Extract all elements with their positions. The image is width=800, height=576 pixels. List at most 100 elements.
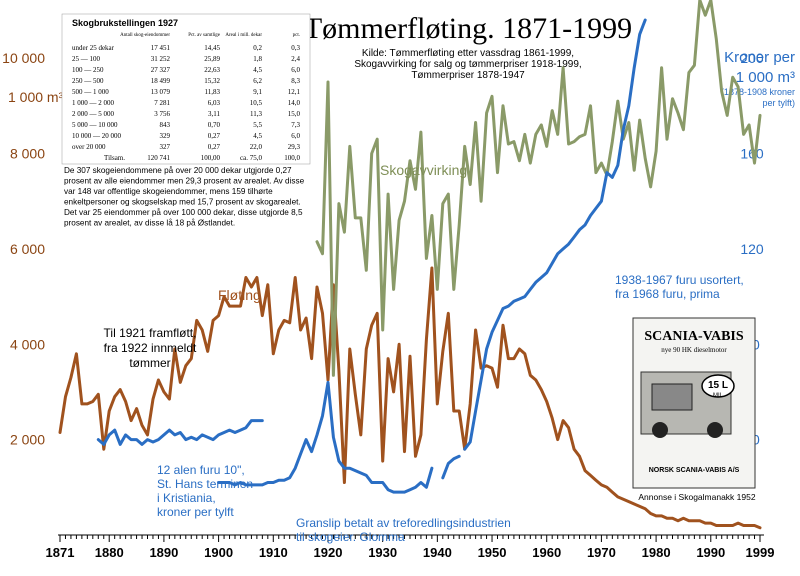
inset-table-cell: 4,5 bbox=[253, 132, 262, 140]
inset-table-cell: 3 756 bbox=[154, 110, 170, 118]
inset-table-cell: 2,4 bbox=[291, 55, 300, 63]
label-fraflott-2: fra 1922 innmeldt bbox=[104, 341, 197, 355]
inset-table-cell: 10 000 — 20 000 bbox=[72, 132, 122, 140]
inset-table-cell: 329 bbox=[160, 132, 171, 140]
inset-table-cell: 0,3 bbox=[291, 44, 300, 52]
inset-table-note: De 307 skogeiendommene på over 20 000 de… bbox=[64, 165, 305, 228]
inset-table-cell: 29,3 bbox=[288, 143, 301, 151]
x-tick-label: 1990 bbox=[696, 545, 725, 560]
ad-line1: nye 90 HK dieselmotor bbox=[661, 346, 727, 354]
inset-table-cell: 27 327 bbox=[151, 66, 171, 74]
inset-table-cell: 327 bbox=[160, 143, 171, 151]
ad-badge bbox=[701, 374, 735, 398]
label-furu-1: 12 alen furu 10", bbox=[157, 463, 245, 477]
inset-table-cell: 5 000 — 10 000 bbox=[72, 121, 118, 129]
label-prices-2: fra 1968 furu, prima bbox=[615, 287, 720, 301]
label-furu-2: St. Hans terminen bbox=[157, 477, 253, 491]
right-axis-note: (1878-1908 kroner bbox=[721, 87, 795, 97]
inset-table-cell: 17 451 bbox=[151, 44, 171, 52]
left-tick-label: 10 000 bbox=[2, 50, 45, 66]
left-tick-label: 4 000 bbox=[10, 336, 45, 352]
x-tick-label: 1900 bbox=[204, 545, 233, 560]
inset-table-cell: 0,27 bbox=[208, 132, 221, 140]
inset-table-cell: 250 — 500 bbox=[72, 77, 104, 85]
inset-table-cell: under 25 dekar bbox=[72, 44, 115, 52]
inset-table-cell: 18 499 bbox=[151, 77, 171, 85]
label-furu-4: kroner per tylft bbox=[157, 505, 234, 519]
inset-table-cell: 12,1 bbox=[288, 88, 301, 96]
inset-table-cell: 6,2 bbox=[253, 77, 262, 85]
inset-table-cell: 15,0 bbox=[288, 110, 301, 118]
truck-wheel bbox=[652, 422, 668, 438]
inset-table-cell: 25,89 bbox=[204, 55, 220, 63]
right-tick-label: 120 bbox=[740, 241, 764, 257]
x-tick-label: 1930 bbox=[368, 545, 397, 560]
right-axis-note-2: per tylft) bbox=[762, 98, 795, 108]
label-fraflott-1: Til 1921 framfløtt, bbox=[104, 326, 197, 340]
series-line-5 bbox=[463, 18, 647, 451]
series-lines bbox=[58, 0, 762, 530]
right-axis-unit: Kroner per bbox=[724, 49, 795, 66]
inset-table-cell: 13 079 bbox=[151, 88, 171, 96]
inset-table-cell: 7,3 bbox=[291, 121, 300, 129]
series-line-1 bbox=[315, 0, 762, 377]
inset-table-cell: 31 252 bbox=[151, 55, 171, 63]
inset-table-cell: 6,03 bbox=[208, 99, 221, 107]
inset-table-total: Tilsam. bbox=[104, 154, 125, 162]
left-tick-label: 8 000 bbox=[10, 146, 45, 162]
inset-table-cell: 2 000 — 5 000 bbox=[72, 110, 115, 118]
inset-table-title: Skogbrukstellingen 1927 bbox=[72, 18, 178, 28]
x-tick-label: 1980 bbox=[642, 545, 671, 560]
inset-table: Skogbrukstellingen 1927 Antall skog-eiend… bbox=[61, 13, 311, 228]
inset-table-cell: 0,70 bbox=[208, 121, 221, 129]
ad-badge-sub: MIL bbox=[713, 393, 724, 399]
inset-table-cell: 11,3 bbox=[250, 110, 262, 118]
inset-table-cell: 7 281 bbox=[154, 99, 170, 107]
inset-table-cell: 6,0 bbox=[291, 66, 300, 74]
inset-table-cell: 14,45 bbox=[204, 44, 220, 52]
inset-table-total: 100,00 bbox=[201, 154, 221, 162]
inset-table-cell: 3,11 bbox=[208, 110, 220, 118]
label-fraflott-3: tømmer bbox=[129, 356, 170, 370]
truck-cab bbox=[651, 383, 693, 411]
source-line: Skogavvirking for salg og tømmerpriser 1… bbox=[354, 59, 581, 70]
left-tick-label: 6 000 bbox=[10, 241, 45, 257]
right-axis-unit-2: 1 000 m³ bbox=[736, 69, 795, 86]
left-axis-unit: 1 000 m³ bbox=[8, 89, 64, 105]
left-tick-label: 2 000 bbox=[10, 432, 45, 448]
inset-table-cell: 5,5 bbox=[253, 121, 262, 129]
inset-table-cell: 1,8 bbox=[253, 55, 262, 63]
right-tick-label: 200 bbox=[740, 50, 764, 66]
inset-table-header: pct. bbox=[293, 33, 300, 38]
inset-table-total: 100,0 bbox=[284, 154, 300, 162]
inset-table-cell: 8,3 bbox=[291, 77, 300, 85]
x-tick-label: 1960 bbox=[532, 545, 561, 560]
inset-table-total: 120 741 bbox=[147, 154, 170, 162]
label-granslip-2: til skogeier. Glomma bbox=[296, 530, 405, 544]
ad-badge-text: 15 L bbox=[708, 380, 728, 391]
inset-table-cell: 22,0 bbox=[250, 143, 263, 151]
x-tick-label: 1871 bbox=[46, 545, 75, 560]
ad-brand: SCANIA-VABIS bbox=[644, 329, 744, 344]
inset-table-cell: 9,1 bbox=[253, 88, 262, 96]
label-furu-3: i Kristiania, bbox=[157, 491, 216, 505]
inset-table-cell: 0,27 bbox=[208, 143, 221, 151]
inset-table-cell: 11,83 bbox=[205, 88, 221, 96]
inset-table-cell: 6,0 bbox=[291, 132, 300, 140]
inset-table-cell: 10,5 bbox=[250, 99, 263, 107]
inset-table-cell: 843 bbox=[160, 121, 171, 129]
chart-title: Tømmerfløting. 1871-1999 bbox=[304, 12, 632, 45]
x-tick-label: 1970 bbox=[587, 545, 616, 560]
x-tick-label: 1920 bbox=[314, 545, 343, 560]
truck-wheel bbox=[707, 422, 723, 438]
label-granslip-1: Granslip betalt av treforedlingsindustri… bbox=[296, 516, 511, 530]
axes: 1871 1880 1890 1900 1910 1920 1930 1940 1950 1960… bbox=[2, 12, 795, 560]
inset-table-box bbox=[61, 13, 311, 165]
series-line-0 bbox=[58, 266, 762, 530]
label-skogavvirking: Skogavvirking bbox=[380, 162, 467, 178]
inset-table-total: ca. 75,0 bbox=[240, 154, 262, 162]
inset-table-cell: 4,5 bbox=[253, 66, 262, 74]
x-tick-label: 1940 bbox=[423, 545, 452, 560]
